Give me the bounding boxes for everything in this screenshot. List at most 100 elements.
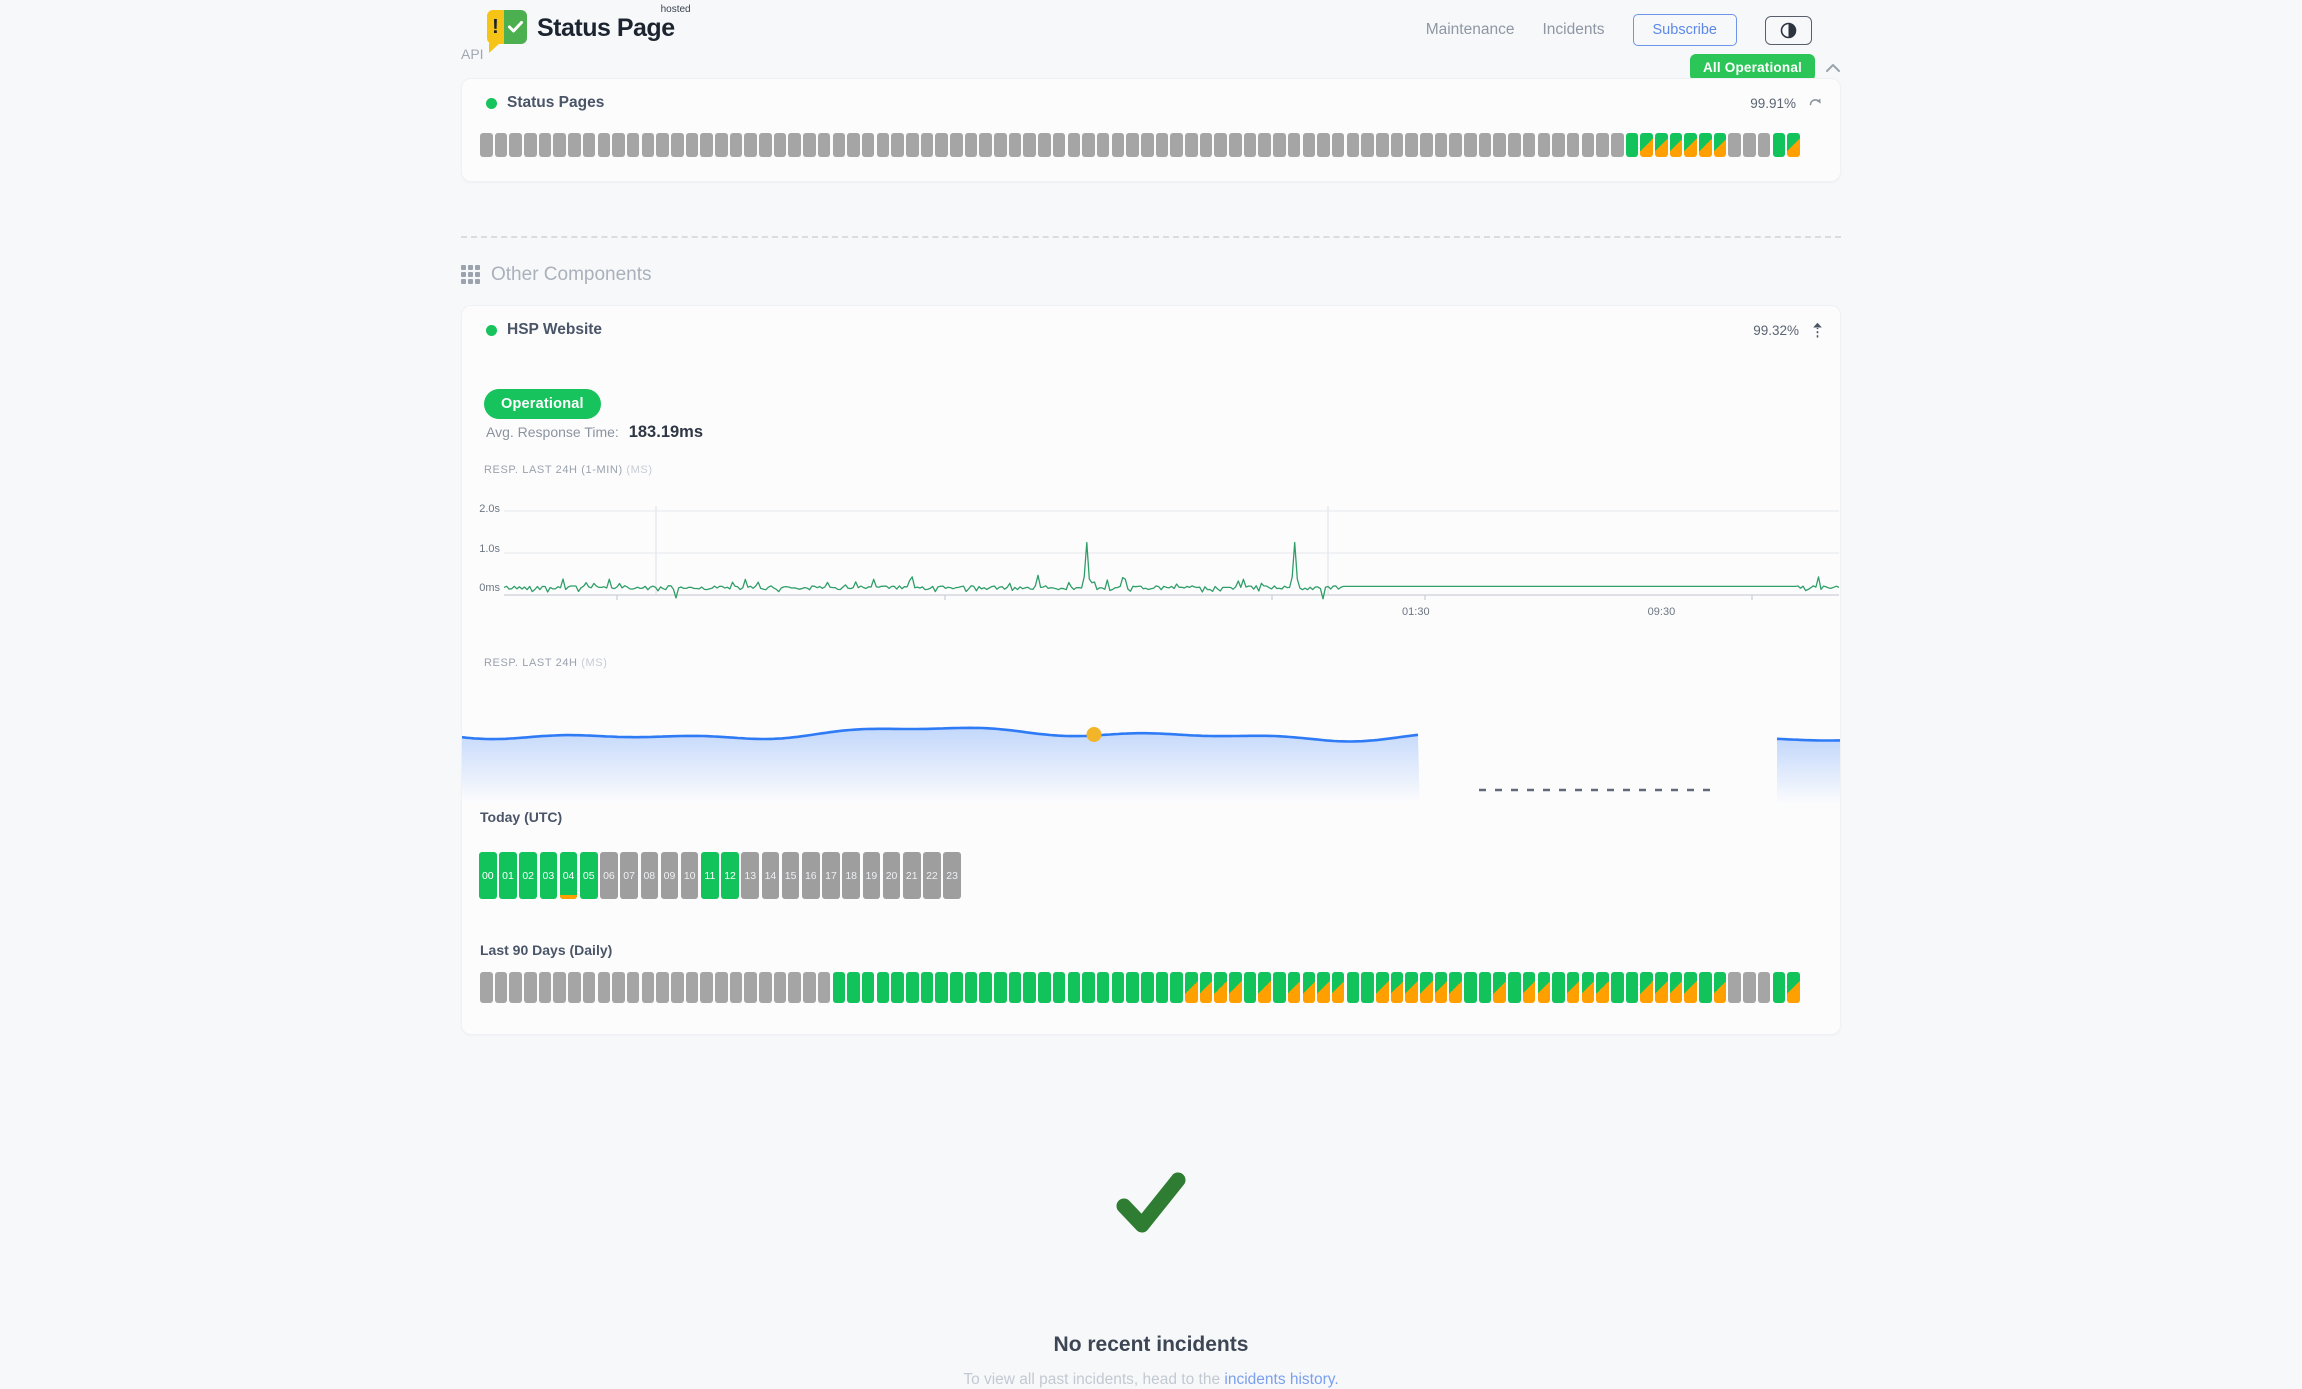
hour-block-21[interactable]: 21 (902, 852, 921, 899)
uptime-bar-partial[interactable] (1596, 972, 1609, 1003)
uptime-bar-partial[interactable] (1331, 972, 1345, 1003)
uptime-bar-partial[interactable] (1713, 972, 1727, 1003)
uptime-bar-nodata[interactable] (1126, 133, 1139, 157)
uptime-bar-operational[interactable] (1126, 972, 1139, 1003)
uptime-bar-nodata[interactable] (744, 133, 757, 157)
hour-block-04[interactable]: 04 (559, 852, 578, 899)
uptime-bar-operational[interactable] (935, 972, 948, 1003)
uptime-bar-operational[interactable] (1610, 972, 1624, 1003)
uptime-bar-partial[interactable] (1787, 133, 1800, 157)
uptime-bar-nodata[interactable] (1346, 133, 1360, 157)
uptime-bar-nodata[interactable] (524, 972, 537, 1003)
uptime-bar-nodata[interactable] (1581, 133, 1595, 157)
uptime-bar-nodata[interactable] (1243, 133, 1257, 157)
uptime-bar-nodata[interactable] (817, 133, 831, 157)
uptime-bar-nodata[interactable] (847, 133, 860, 157)
uptime-bar-partial[interactable] (1199, 972, 1213, 1003)
uptime-bar-nodata[interactable] (1552, 133, 1565, 157)
uptime-bar-nodata[interactable] (1199, 133, 1213, 157)
uptime-bar-partial[interactable] (1449, 972, 1462, 1003)
uptime-bar-partial[interactable] (1405, 972, 1418, 1003)
uptime-bar-nodata[interactable] (597, 133, 611, 157)
theme-toggle-button[interactable] (1765, 15, 1812, 45)
uptime-bar-partial[interactable] (1787, 972, 1800, 1003)
uptime-bar-operational[interactable] (1038, 972, 1051, 1003)
uptime-bar-nodata[interactable] (597, 972, 611, 1003)
uptime-bar-nodata[interactable] (1185, 133, 1198, 157)
chevron-up-icon[interactable] (1825, 63, 1841, 73)
uptime-bar-operational[interactable] (1096, 972, 1110, 1003)
uptime-bar-nodata[interactable] (1331, 133, 1345, 157)
uptime-bar-nodata[interactable] (1273, 133, 1286, 157)
uptime-bar-operational[interactable] (1552, 972, 1565, 1003)
uptime-bar-nodata[interactable] (1757, 133, 1771, 157)
uptime-bar-nodata[interactable] (480, 133, 493, 157)
uptime-bar-nodata[interactable] (803, 972, 816, 1003)
hour-block-12[interactable]: 12 (721, 852, 739, 899)
uptime-bar-nodata[interactable] (700, 972, 713, 1003)
uptime-bar-nodata[interactable] (1008, 133, 1022, 157)
uptime-bar-nodata[interactable] (1023, 133, 1037, 157)
uptime-bar-operational[interactable] (1170, 972, 1183, 1003)
uptime-bar-nodata[interactable] (920, 133, 934, 157)
uptime-bar-nodata[interactable] (670, 133, 684, 157)
uptime-bar-nodata[interactable] (685, 133, 699, 157)
uptime-bar-operational[interactable] (1140, 972, 1154, 1003)
uptime-bar-nodata[interactable] (1508, 133, 1521, 157)
uptime-bar-nodata[interactable] (729, 133, 743, 157)
uptime-bar-nodata[interactable] (1067, 133, 1081, 157)
uptime-bar-operational[interactable] (964, 972, 978, 1003)
uptime-bar-partial[interactable] (1375, 972, 1389, 1003)
uptime-bar-nodata[interactable] (538, 133, 552, 157)
uptime-bar-operational[interactable] (1243, 972, 1257, 1003)
uptime-bar-partial[interactable] (1640, 133, 1653, 157)
incidents-history-link[interactable]: incidents history (1224, 1371, 1335, 1388)
uptime-bar-nodata[interactable] (715, 972, 728, 1003)
uptime-bar-nodata[interactable] (538, 972, 552, 1003)
uptime-bar-nodata[interactable] (817, 972, 831, 1003)
uptime-bar-partial[interactable] (1258, 972, 1272, 1003)
uptime-bar-partial[interactable] (1302, 972, 1316, 1003)
uptime-bar-nodata[interactable] (1566, 133, 1580, 157)
hour-block-01[interactable]: 01 (499, 852, 517, 899)
hour-block-13[interactable]: 13 (741, 852, 760, 899)
uptime-bar-operational[interactable] (905, 972, 919, 1003)
uptime-bar-operational[interactable] (891, 972, 904, 1003)
hour-block-20[interactable]: 20 (882, 852, 901, 899)
uptime-bar-operational[interactable] (1052, 972, 1066, 1003)
hour-block-10[interactable]: 10 (680, 852, 699, 899)
uptime-bar-operational[interactable] (1625, 133, 1639, 157)
uptime-bar-partial[interactable] (1684, 972, 1697, 1003)
uptime-bar-nodata[interactable] (1449, 133, 1462, 157)
hour-block-05[interactable]: 05 (579, 852, 598, 899)
logo[interactable]: ! Status Page hosted (487, 4, 691, 53)
uptime-bar-operational[interactable] (1155, 972, 1169, 1003)
uptime-bar-nodata[interactable] (1610, 133, 1624, 157)
hour-block-09[interactable]: 09 (660, 852, 679, 899)
uptime-bar-nodata[interactable] (494, 972, 508, 1003)
uptime-bar-nodata[interactable] (1111, 133, 1125, 157)
uptime-bar-operational[interactable] (876, 972, 890, 1003)
uptime-bar-operational[interactable] (920, 972, 934, 1003)
uptime-bar-nodata[interactable] (891, 133, 904, 157)
subscribe-button[interactable]: Subscribe (1632, 14, 1737, 46)
uptime-bar-operational[interactable] (950, 972, 963, 1003)
uptime-bar-nodata[interactable] (861, 133, 875, 157)
uptime-bar-nodata[interactable] (1743, 972, 1756, 1003)
uptime-bar-nodata[interactable] (612, 133, 625, 157)
uptime-bar-nodata[interactable] (1082, 133, 1095, 157)
uptime-bar-nodata[interactable] (670, 972, 684, 1003)
hour-block-03[interactable]: 03 (539, 852, 558, 899)
uptime-bar-nodata[interactable] (553, 972, 567, 1003)
uptime-bar-nodata[interactable] (729, 972, 743, 1003)
uptime-bar-operational[interactable] (1699, 972, 1712, 1003)
uptime-bar-nodata[interactable] (964, 133, 978, 157)
uptime-bar-nodata[interactable] (1038, 133, 1051, 157)
uptime-bar-nodata[interactable] (494, 133, 508, 157)
uptime-bar-nodata[interactable] (876, 133, 890, 157)
uptime-bar-partial[interactable] (1684, 133, 1697, 157)
uptime-bar-operational[interactable] (1008, 972, 1022, 1003)
uptime-bar-partial[interactable] (1713, 133, 1727, 157)
uptime-bar-partial[interactable] (1229, 972, 1242, 1003)
uptime-bar-nodata[interactable] (1375, 133, 1389, 157)
